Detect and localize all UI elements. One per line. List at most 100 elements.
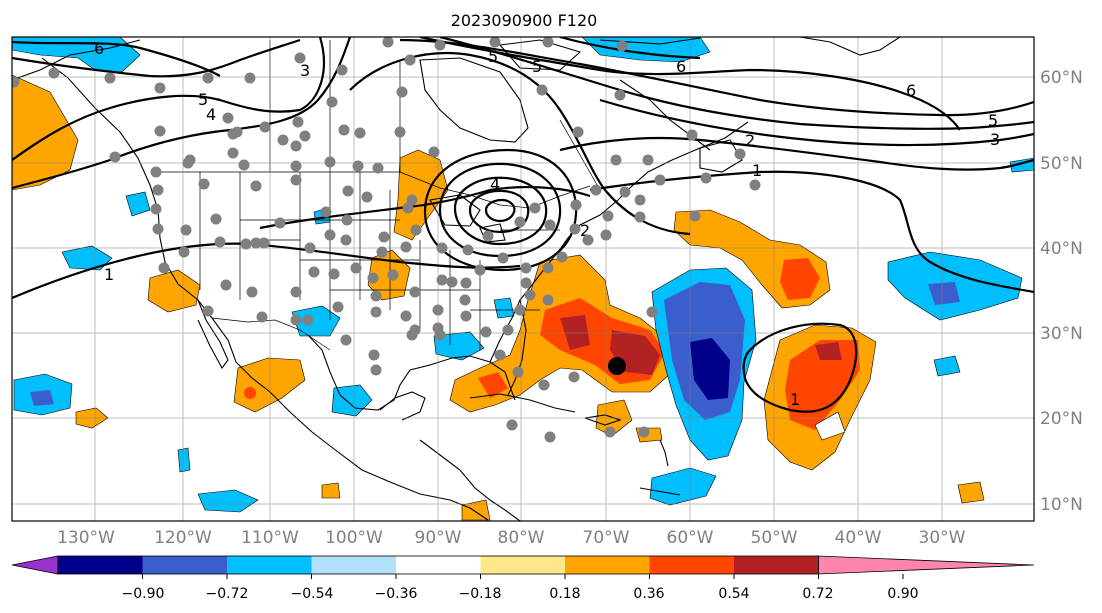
station-dot bbox=[634, 194, 646, 206]
contour-label: 4 bbox=[206, 105, 216, 124]
station-dot bbox=[324, 156, 336, 168]
height-contours bbox=[12, 37, 1034, 413]
newfoundland bbox=[699, 139, 743, 173]
contour-label: 1 bbox=[790, 390, 800, 409]
station-dot bbox=[290, 314, 302, 326]
station-dot bbox=[340, 234, 352, 246]
station-dot bbox=[350, 262, 362, 274]
station-dot bbox=[482, 230, 494, 242]
lon-tick: 110°W bbox=[241, 528, 299, 548]
station-dot bbox=[460, 310, 472, 322]
baja-peninsula bbox=[197, 299, 229, 370]
station-dot bbox=[638, 426, 650, 438]
east-atlantic-darkred bbox=[815, 342, 842, 360]
colorbar-extend-low bbox=[11, 555, 59, 575]
station-dot bbox=[341, 214, 353, 226]
colorbar-frame bbox=[57, 555, 819, 575]
lon-tick: 40°W bbox=[835, 528, 882, 548]
contour-4-nw bbox=[12, 37, 325, 161]
lat-tick-labels: 60°N 50°N 40°N 30°N 20°N 10°N bbox=[1040, 68, 1083, 515]
colorbar-extend-high bbox=[818, 555, 1035, 575]
mid-atlantic-red-north bbox=[780, 258, 820, 300]
eastern-pacific-blue bbox=[197, 489, 259, 513]
station-dot bbox=[368, 349, 380, 361]
station-dot bbox=[290, 140, 302, 152]
station-dot bbox=[387, 269, 399, 281]
colorbar-labels: −0.90 −0.72 −0.54 −0.36 −0.18 0.18 0.36 … bbox=[122, 586, 919, 602]
station-dot bbox=[382, 37, 394, 48]
lat-tick: 50°N bbox=[1040, 154, 1083, 174]
lon-tick: 100°W bbox=[325, 528, 383, 548]
station-dot bbox=[497, 252, 509, 264]
station-dot bbox=[180, 224, 192, 236]
nw-orange-region bbox=[12, 74, 79, 191]
yucatan bbox=[379, 391, 426, 421]
map-frame bbox=[11, 36, 1035, 522]
colorbar-label: 0.90 bbox=[887, 586, 918, 602]
station-dot bbox=[556, 251, 568, 263]
colorbar-label: 0.18 bbox=[549, 586, 580, 602]
station-dot bbox=[342, 185, 354, 197]
station-dot bbox=[324, 229, 336, 241]
colorbar-label: −0.54 bbox=[291, 586, 334, 602]
station-dot bbox=[178, 246, 190, 258]
station-dot bbox=[642, 154, 654, 166]
station-dot bbox=[290, 286, 302, 298]
colorbar-label: 0.36 bbox=[633, 586, 664, 602]
contour-1-ne bbox=[589, 170, 1034, 294]
contour-label-group: 6 3 5 4 4 5 2 6 6 5 3 2 1 1 5 1 bbox=[94, 39, 1000, 409]
station-dot bbox=[514, 304, 526, 316]
station-dot bbox=[542, 262, 554, 274]
station-dot bbox=[494, 349, 506, 361]
station-dot bbox=[602, 210, 614, 222]
contour-label: 2 bbox=[745, 131, 755, 150]
station-dot bbox=[372, 162, 384, 174]
east-atlantic-red bbox=[785, 340, 860, 430]
lesser-antilles bbox=[639, 439, 681, 496]
station-dot bbox=[409, 324, 421, 336]
far-east-orange-small bbox=[957, 481, 985, 504]
station-dot bbox=[614, 89, 626, 101]
colorbar-segment bbox=[311, 556, 396, 574]
station-dot bbox=[320, 206, 332, 218]
station-dot bbox=[227, 147, 239, 159]
lon-tick: 30°W bbox=[919, 528, 966, 548]
station-dot bbox=[308, 266, 320, 278]
station-dot bbox=[512, 366, 524, 378]
station-dot bbox=[536, 84, 548, 96]
station-dot bbox=[410, 224, 422, 236]
station-dot bbox=[520, 262, 532, 274]
station-dot bbox=[250, 180, 262, 192]
station-dot bbox=[150, 203, 162, 215]
station-dot bbox=[474, 264, 486, 276]
lat-tick: 40°N bbox=[1040, 239, 1083, 259]
contour-label: 5 bbox=[198, 90, 208, 109]
station-dot bbox=[406, 194, 418, 206]
station-dot bbox=[338, 124, 350, 136]
lat-tick: 60°N bbox=[1040, 68, 1083, 88]
station-dot bbox=[150, 166, 162, 178]
station-dot bbox=[198, 178, 210, 190]
colorbar-label: −0.36 bbox=[375, 586, 418, 602]
central-america bbox=[419, 439, 521, 521]
colorbar-segment bbox=[396, 556, 481, 574]
figure-title: 2023090900 F120 bbox=[451, 11, 598, 30]
station-dot bbox=[480, 326, 492, 338]
contour-6-arctic bbox=[559, 37, 701, 60]
station-dot bbox=[244, 72, 256, 84]
contour-label: 1 bbox=[104, 265, 114, 284]
lon-tick: 60°W bbox=[667, 528, 714, 548]
contour-label: 3 bbox=[300, 61, 310, 80]
station-dot bbox=[600, 229, 612, 241]
station-dot bbox=[582, 234, 594, 246]
greenland-coast bbox=[799, 37, 901, 56]
east-atlantic-hole bbox=[814, 411, 846, 441]
station-dot bbox=[502, 324, 514, 336]
contour-4-ne bbox=[439, 37, 1034, 130]
station-dot bbox=[544, 219, 556, 231]
colorbar-segment bbox=[58, 556, 143, 574]
station-dot bbox=[152, 223, 164, 235]
georgia-blue bbox=[493, 297, 515, 319]
station-dot bbox=[154, 125, 166, 137]
gulf-coast bbox=[307, 334, 516, 411]
